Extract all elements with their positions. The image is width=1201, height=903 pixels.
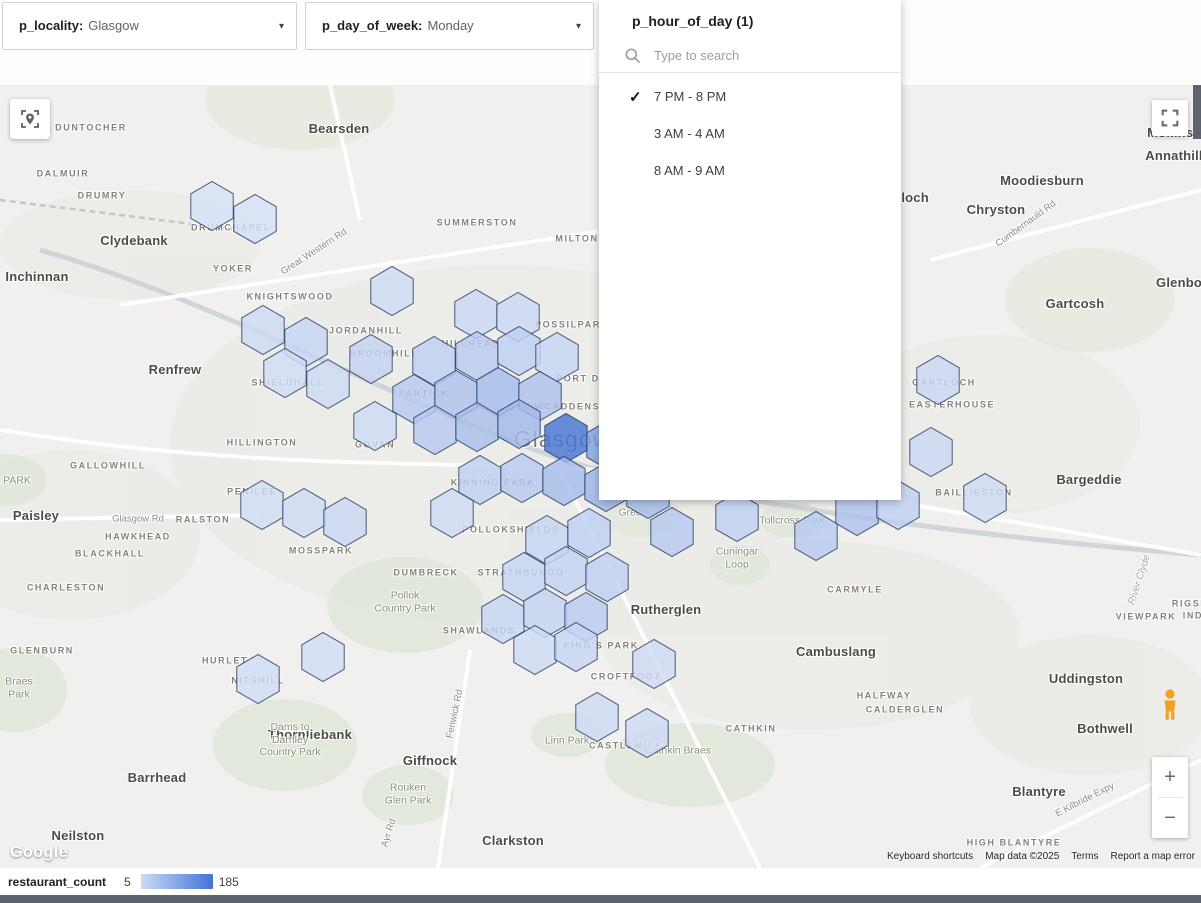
chevron-down-icon: ▾ xyxy=(575,20,581,32)
attribution-link[interactable]: Map data ©2025 xyxy=(985,851,1060,862)
locality-filter-text: p_locality: Glasgow xyxy=(19,17,139,35)
vertical-scrollbar-thumb[interactable] xyxy=(1193,85,1201,139)
zoom-divider xyxy=(1158,797,1182,798)
legend-label: restaurant_count xyxy=(8,874,107,889)
search-input[interactable] xyxy=(652,47,852,64)
pegman-control[interactable] xyxy=(1152,687,1188,723)
day-filter-text: p_day_of_week: Monday xyxy=(322,17,474,35)
check-icon: ✓ xyxy=(629,88,642,106)
hour-option[interactable]: ✓ 7 PM - 8 PM xyxy=(599,78,901,115)
hour-option[interactable]: 8 AM - 9 AM xyxy=(599,152,901,189)
search-icon xyxy=(625,48,641,63)
day-of-week-filter[interactable]: p_day_of_week: Monday ▾ xyxy=(305,2,594,50)
day-filter-label: p_day_of_week: xyxy=(322,18,423,33)
zoom-control: + − xyxy=(1152,757,1188,838)
pegman-icon xyxy=(1164,689,1176,720)
locality-filter-value: Glasgow xyxy=(88,18,139,33)
hour-option-label: 3 AM - 4 AM xyxy=(654,126,725,141)
attribution-link[interactable]: Terms xyxy=(1071,851,1099,862)
recenter-button[interactable] xyxy=(10,99,50,139)
chevron-down-icon: ▾ xyxy=(278,20,284,32)
hour-option-label: 7 PM - 8 PM xyxy=(654,89,727,104)
attribution-link[interactable]: Report a map error xyxy=(1110,851,1195,862)
hour-option[interactable]: 3 AM - 4 AM xyxy=(599,115,901,152)
hour-option-label: 8 AM - 9 AM xyxy=(654,163,725,178)
horizontal-scrollbar[interactable] xyxy=(0,895,1201,903)
hour-panel-search xyxy=(599,39,901,73)
hour-panel-title: p_hour_of_day (1) xyxy=(632,13,754,29)
zoom-out-button[interactable]: − xyxy=(1164,806,1176,829)
legend-min-value: 5 xyxy=(124,874,131,889)
hour-options-list: ✓ 7 PM - 8 PM 3 AM - 4 AM 8 AM - 9 AM xyxy=(599,73,901,189)
legend-gradient xyxy=(140,874,213,889)
locality-filter-label: p_locality: xyxy=(19,18,84,33)
map-attribution: Keyboard shortcuts Map data ©2025 Terms Rep… xyxy=(887,851,1195,862)
hour-of-day-panel: p_hour_of_day (1) ✓ 7 PM - 8 PM 3 AM - 4 A… xyxy=(599,0,901,500)
fullscreen-icon xyxy=(1161,109,1179,127)
fullscreen-button[interactable] xyxy=(1152,100,1188,136)
recenter-pin-icon xyxy=(21,110,39,128)
legend-bar: restaurant_count 5 185 xyxy=(0,868,1201,895)
day-filter-value: Monday xyxy=(427,18,474,33)
zoom-in-button[interactable]: + xyxy=(1164,765,1176,788)
google-logo: Google xyxy=(10,844,69,861)
locality-filter[interactable]: p_locality: Glasgow ▾ xyxy=(2,2,297,50)
attribution-link[interactable]: Keyboard shortcuts xyxy=(887,851,974,862)
legend-max-value: 185 xyxy=(218,874,239,889)
